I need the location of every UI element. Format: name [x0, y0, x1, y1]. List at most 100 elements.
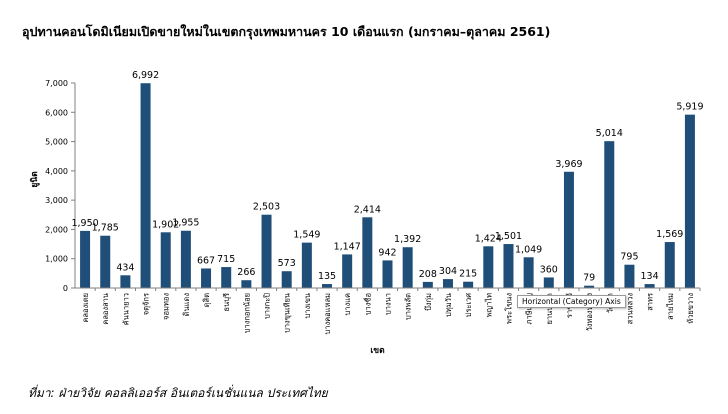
bar-value-label: 1,501 [495, 231, 522, 242]
x-category-label: ดินแดง [182, 293, 191, 317]
y-tick-label: 2,000 [45, 225, 68, 234]
x-category-label: บางแค [343, 293, 352, 316]
bar-value-label: 1,902 [152, 219, 179, 230]
bar-value-label: 304 [439, 266, 457, 277]
bar [261, 214, 272, 288]
x-category-label: บึงกุ่ม [424, 293, 433, 311]
x-category-label: สาทร [646, 293, 655, 311]
bar [664, 242, 675, 288]
bar [201, 268, 212, 288]
bar-value-label: 5,014 [596, 128, 623, 139]
bar-value-label: 3,969 [555, 159, 582, 170]
bar [684, 114, 695, 288]
bar-value-label: 1,950 [71, 218, 98, 229]
source-note: ที่มา: ฝ่ายวิจัย คอลลิเออร์ส อินเตอร์เนช… [28, 386, 328, 400]
bar [563, 171, 574, 288]
bar [281, 271, 292, 288]
bar [241, 280, 252, 288]
x-category-label: บางกอกน้อย [242, 293, 251, 333]
y-tick-label: 6,000 [45, 108, 68, 117]
bar [342, 254, 353, 288]
y-tick-label: 5,000 [45, 138, 68, 147]
bar [362, 217, 373, 288]
bar-value-label: 1,955 [172, 218, 199, 229]
bar-value-label: 1,049 [515, 244, 542, 255]
bar-value-label: 1,392 [394, 234, 421, 245]
bar-value-label: 942 [378, 247, 396, 258]
bar [382, 260, 393, 288]
bar-value-label: 1,569 [656, 229, 683, 240]
bar [422, 281, 433, 288]
bar-value-label: 434 [116, 262, 134, 273]
bar-value-label: 667 [197, 255, 215, 266]
bar [503, 244, 514, 288]
bar [543, 277, 554, 288]
bar [221, 267, 232, 288]
y-tick-label: 4,000 [45, 167, 68, 176]
x-category-label: บางซื่อ [362, 293, 372, 315]
x-category-label: พระโขนง [504, 293, 513, 324]
chart-title: อุปทานคอนโดมิเนียมเปิดขายใหม่ในเขตกรุงเท… [22, 24, 551, 39]
x-category-label: บางนา [384, 293, 393, 315]
x-category-label: บางกะปิ [263, 293, 272, 319]
bar [442, 279, 453, 288]
x-category-label: บางพลัด [404, 293, 413, 320]
bar-value-label: 2,414 [354, 204, 381, 215]
x-axis-title: เขต [370, 346, 385, 356]
bar [604, 141, 615, 288]
bar-value-label: 134 [641, 271, 659, 282]
x-category-label: จตุจักร [142, 293, 151, 315]
bar [100, 235, 111, 288]
bar [120, 275, 131, 288]
x-category-label: ธนบุรี [222, 293, 231, 312]
bar-value-label: 215 [459, 269, 477, 280]
y-tick-label: 7,000 [45, 79, 68, 88]
bars [80, 83, 695, 288]
bar-value-label: 208 [419, 269, 437, 280]
bar-value-label: 1,147 [334, 241, 361, 252]
x-category-label: ห้วยขวาง [686, 293, 695, 324]
x-category-label: ยานนาวา [545, 293, 554, 325]
bar [160, 232, 171, 288]
y-tick-label: 3,000 [45, 196, 68, 205]
bar [301, 242, 312, 288]
bar [463, 281, 474, 288]
bar [624, 264, 635, 288]
x-category-label: สวนหลวง [625, 293, 634, 325]
bar-value-label: 360 [540, 264, 558, 275]
bar-value-label: 1,785 [92, 223, 119, 234]
bar-value-label: 795 [620, 252, 638, 263]
x-category-label: พญาไท [484, 293, 493, 317]
x-category-label: คันนายาว [121, 293, 130, 325]
bar-value-label: 1,549 [293, 230, 320, 241]
x-category-label: ประเวศ [464, 293, 473, 318]
axis-tooltip: Horizontal (Category) Axis [517, 295, 626, 308]
bar-value-label: 2,503 [253, 202, 280, 213]
bar-value-label: 6,992 [132, 70, 159, 81]
x-category-label: บางคอแหลม [323, 293, 332, 335]
bar-value-label: 715 [217, 254, 235, 265]
x-category-label: คลองเตย [81, 293, 90, 323]
bar-value-label: 135 [318, 271, 336, 282]
x-category-label: บางเขน [303, 293, 312, 318]
x-category-label: บางขุนเทียน [283, 293, 292, 333]
bar-value-label: 1,424 [475, 233, 502, 244]
bar [322, 284, 333, 288]
bar-value-label: 266 [237, 267, 255, 278]
bar [402, 247, 413, 288]
x-category-label: สายไหม [666, 293, 675, 320]
x-category-label: ภาษีเจริญ [525, 293, 534, 324]
bar [644, 284, 655, 288]
bar-value-label: 573 [278, 258, 296, 269]
bar [483, 246, 494, 288]
y-tick-label: 0 [63, 284, 68, 293]
x-category-label: จอมทอง [162, 293, 171, 320]
x-category-label: ดุสิต [202, 293, 211, 307]
bar [80, 230, 91, 288]
y-tick-label: 1,000 [45, 255, 68, 264]
x-category-label: ปทุมวัน [444, 293, 453, 317]
bar [523, 257, 534, 288]
bar-value-label: 5,919 [676, 102, 703, 113]
